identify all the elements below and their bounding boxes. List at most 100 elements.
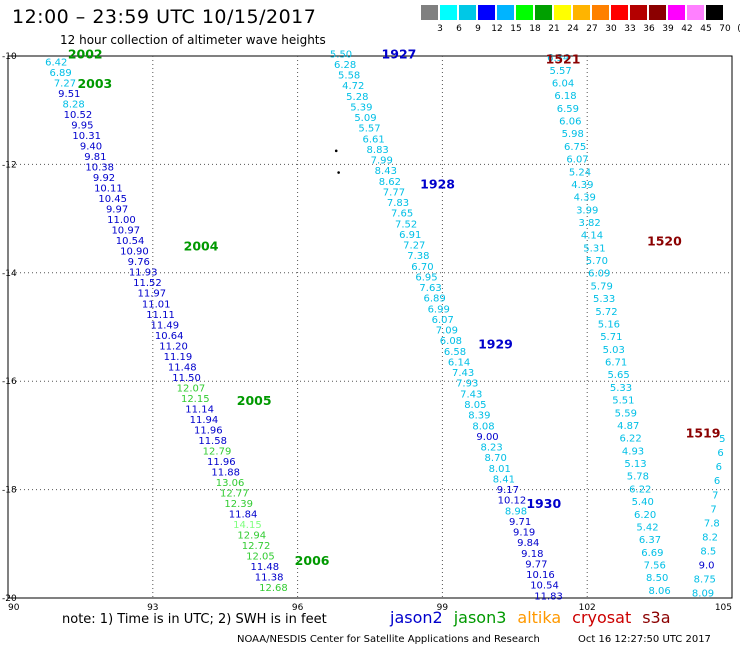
lat-tick-label: -14	[2, 269, 17, 279]
wave-height-value: 6.14	[448, 357, 470, 368]
wave-height-value: 8.75	[694, 575, 716, 586]
wave-height-value: 5.98	[562, 129, 584, 140]
wave-height-value: 11.20	[159, 341, 188, 352]
wave-height-value: 6.69	[641, 548, 663, 559]
wave-height-value: 5.51	[612, 396, 634, 407]
wave-height-value: 9.77	[525, 559, 547, 570]
wave-height-value: 11.93	[129, 268, 158, 279]
wave-height-value: 7.09	[436, 326, 458, 337]
wave-height-value: 12.72	[242, 541, 271, 552]
wave-height-value: 7.93	[456, 379, 478, 390]
wave-height-value: 6	[714, 476, 720, 487]
pass-label-2006: 2006	[295, 553, 330, 568]
wave-height-value: 11.88	[211, 467, 240, 478]
wave-height-value: 6.22	[629, 484, 651, 495]
legend-s3a: s3a	[642, 608, 671, 627]
wave-height-value: 5.72	[595, 307, 617, 318]
wave-height-value: 8.39	[468, 411, 490, 422]
wave-height-value: 7.99	[371, 156, 393, 167]
colorbar-label: 9	[475, 24, 481, 34]
lon-tick-label: 102	[579, 603, 596, 613]
wave-height-value: 12.05	[246, 552, 275, 563]
colorbar-swatch	[649, 5, 666, 20]
lon-tick-label: 93	[147, 603, 158, 613]
colorbar-swatch	[687, 5, 704, 20]
wave-height-value: 3.99	[576, 205, 598, 216]
wave-height-value: 10.90	[120, 247, 149, 258]
wave-height-value: 9.51	[58, 89, 80, 100]
pass-label-2005: 2005	[237, 393, 272, 408]
generated-timestamp: Oct 16 12:27:50 UTC 2017	[578, 634, 711, 645]
wave-height-value: 6.89	[49, 68, 71, 79]
wave-height-value: 8.50	[646, 573, 668, 584]
wave-height-value: 9.19	[513, 528, 535, 539]
wave-height-value: 6.09	[588, 269, 610, 280]
colorbar-label: 15	[510, 24, 522, 34]
footnote: note: 1) Time is in UTC; 2) SWH is in fe…	[62, 612, 327, 627]
wave-height-value: 6	[716, 462, 722, 473]
lat-tick-label: -18	[2, 486, 17, 496]
wave-height-value: 11.83	[534, 591, 563, 602]
wave-height-value: 5.31	[583, 243, 605, 254]
wave-height-value: 4.14	[581, 231, 603, 242]
wave-height-value: 10.64	[155, 331, 184, 342]
wave-height-value: 11.19	[164, 352, 193, 363]
wave-height-value: 5.24	[569, 167, 591, 178]
colorbar-label: 12	[491, 24, 503, 34]
pass-label-1929: 1929	[478, 336, 513, 351]
wave-height-value: 10.38	[85, 163, 114, 174]
colorbar-label: 27	[586, 24, 598, 34]
colorbar-swatch	[630, 5, 647, 20]
wave-height-value: 8.01	[489, 464, 511, 475]
wave-height-value: 10.45	[98, 194, 127, 205]
wave-height-value: 8.09	[692, 589, 714, 600]
wave-height-value: 7.43	[460, 389, 482, 400]
wave-height-value: 6.58	[444, 347, 466, 358]
colorbar-swatch	[421, 5, 438, 20]
lat-tick-label: -20	[2, 594, 17, 604]
wave-height-value: 12.07	[177, 383, 206, 394]
pass-label-2004: 2004	[184, 239, 219, 254]
wave-height-value: 6.42	[45, 57, 67, 68]
wave-height-value: 10.12	[498, 496, 527, 507]
wave-height-value: 11.01	[142, 299, 171, 310]
wave-height-value: 7.63	[419, 283, 441, 294]
wave-height-value: 7.52	[395, 219, 417, 230]
wave-height-value: 10.11	[94, 184, 123, 195]
wave-height-value: 7.56	[644, 560, 666, 571]
colorbar-swatch	[535, 5, 552, 20]
wave-height-value: 9.76	[128, 257, 150, 268]
wave-height-value: 9.17	[497, 485, 519, 496]
wave-height-value: 6.04	[552, 78, 574, 89]
wave-height-value: 9.71	[509, 517, 531, 528]
wave-height-value: 5.58	[338, 71, 360, 82]
wave-height-value: 9.00	[476, 432, 498, 443]
pass-label-1927: 1927	[382, 46, 417, 61]
wave-height-value: 6.89	[424, 294, 446, 305]
wave-height-value: 13.06	[216, 478, 245, 489]
wave-height-value: 11.38	[255, 573, 284, 584]
colorbar-label: 36	[643, 24, 655, 34]
wave-height-value: 8.23	[480, 443, 502, 454]
lat-tick-label: -10	[2, 52, 17, 62]
colorbar-label: 6	[456, 24, 462, 34]
wave-height-value: 5.78	[627, 472, 649, 483]
wave-height-value: 6.59	[557, 104, 579, 115]
colorbar-label: (ft)	[734, 24, 740, 34]
wave-height-value: 10.54	[530, 581, 559, 592]
wave-height-value: 10.52	[64, 110, 93, 121]
pass-label-2003: 2003	[77, 76, 112, 91]
wave-height-value: 7.38	[407, 251, 429, 262]
lat-tick-label: -16	[2, 377, 17, 387]
wave-height-value: 7.65	[391, 209, 413, 220]
wave-height-value: 11.58	[198, 436, 227, 447]
wave-height-value: 12.94	[237, 531, 266, 542]
colorbar-label: 45	[700, 24, 712, 34]
pass-label-2002: 2002	[68, 46, 103, 61]
wave-height-value: 7.77	[383, 187, 405, 198]
lon-tick-label: 105	[715, 603, 732, 613]
wave-height-value: 4.39	[574, 193, 596, 204]
wave-height-value: 4.39	[571, 180, 593, 191]
wave-height-value: 5.42	[636, 522, 658, 533]
